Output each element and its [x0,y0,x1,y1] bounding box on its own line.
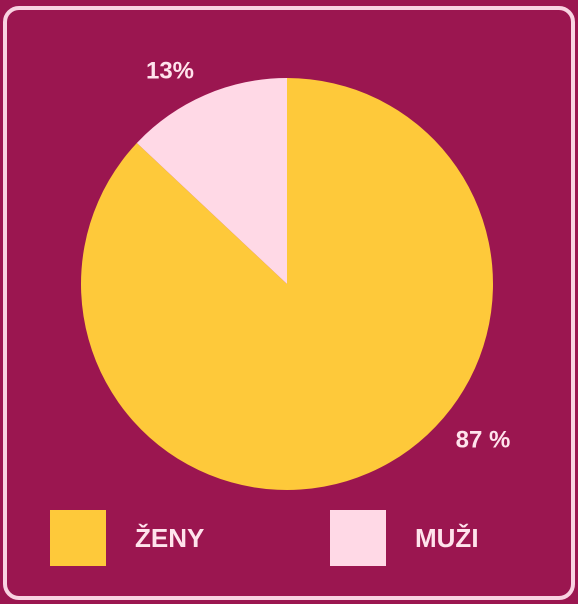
legend-swatch [330,510,386,566]
data-label: 13% [146,57,194,84]
legend-swatch [50,510,106,566]
pie-slice [136,78,287,284]
pie-slice [80,78,493,490]
legend-label: MUŽI [415,523,479,553]
legend-label: ŽENY [135,523,204,553]
data-label: 87 % [456,426,511,453]
